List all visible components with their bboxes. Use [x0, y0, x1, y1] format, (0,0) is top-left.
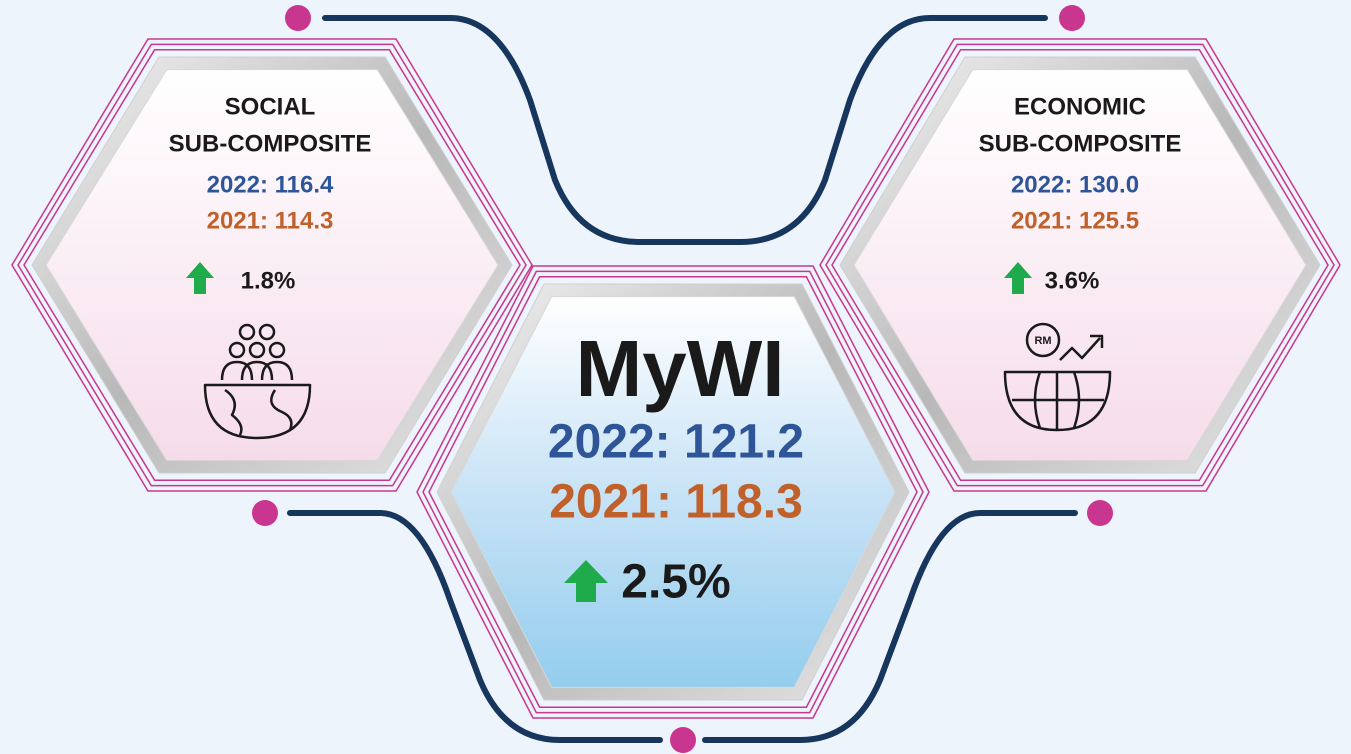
- economic-title: ECONOMIC: [1014, 93, 1146, 120]
- connector: [702, 510, 1078, 743]
- connector: [287, 510, 663, 743]
- center-2022: 2022: 121.2: [548, 416, 804, 469]
- hexagon-shape: [45, 69, 499, 461]
- dot: [285, 5, 311, 31]
- hexagon-shape: [422, 270, 924, 714]
- up-arrow: [564, 560, 608, 602]
- hexagon-shape: [450, 296, 896, 688]
- up-arrow: [1004, 262, 1032, 294]
- hexagons: [11, 38, 1341, 719]
- economic-title: SUB-COMPOSITE: [979, 130, 1182, 157]
- dot: [1087, 500, 1113, 526]
- dot: [670, 727, 696, 753]
- dot: [1059, 5, 1085, 31]
- hexagon-shape: [825, 43, 1335, 487]
- people-globe-icon: [203, 323, 312, 440]
- dot: [252, 500, 278, 526]
- hexagon-shape: [831, 49, 1329, 481]
- money-globe-icon: [1003, 322, 1112, 432]
- connectors: [252, 5, 1113, 753]
- social-2021: 2021: 114.3: [207, 207, 334, 234]
- social-2022: 2022: 116.4: [207, 171, 334, 198]
- economic-change: 3.6%: [1045, 267, 1100, 294]
- hexagon-shape: [17, 43, 527, 487]
- icon-label: RM: [1034, 335, 1051, 347]
- center-2021: 2021: 118.3: [549, 476, 803, 529]
- economic-2022: 2022: 130.0: [1011, 171, 1139, 198]
- center-change: 2.5%: [621, 556, 730, 609]
- up-arrow: [186, 262, 214, 294]
- hexagon-shape: [23, 49, 521, 481]
- economic-2021: 2021: 125.5: [1011, 207, 1139, 234]
- social-change: 1.8%: [241, 267, 296, 294]
- social-title: SUB-COMPOSITE: [169, 130, 372, 157]
- center-title: MyWI: [576, 324, 785, 413]
- social-title: SOCIAL: [225, 93, 316, 120]
- hexagon-shape: [428, 276, 918, 708]
- hexagon-shape: [853, 69, 1307, 461]
- connector: [322, 15, 1048, 245]
